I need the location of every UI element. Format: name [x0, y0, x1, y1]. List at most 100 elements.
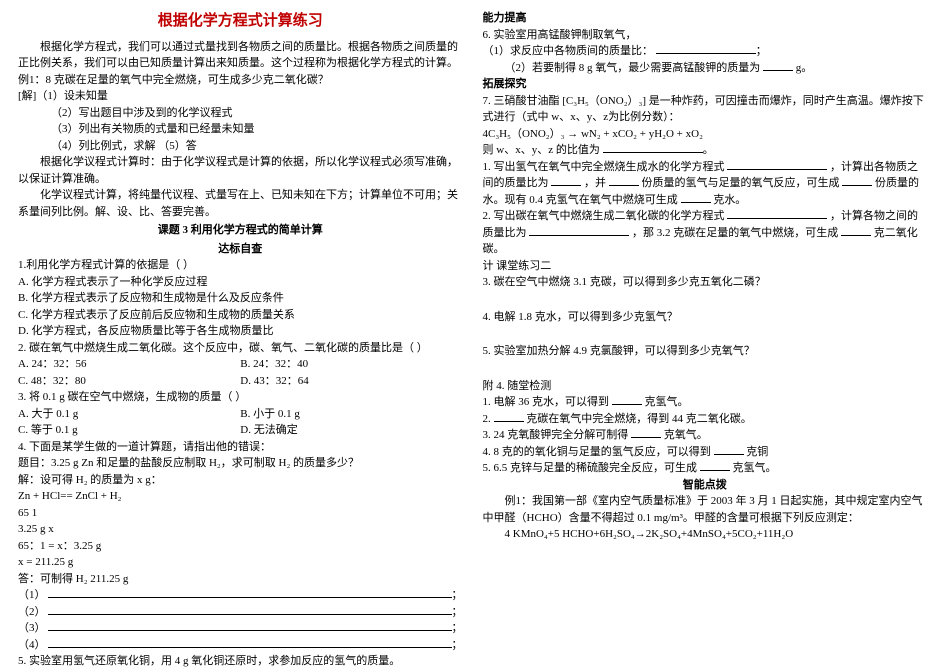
r-b2-blank2 — [529, 235, 629, 236]
r-block-2: 2. 写出碳在氧气中燃烧生成二氧化碳的化学方程式 ，计算各物之间的质量比为 ，那… — [483, 208, 928, 258]
att-3-pre: 3. 24 克氧酸钾完全分解可制得 — [483, 429, 629, 441]
q4-answer: 答：可制得 H₂ 211.25 g — [18, 571, 463, 588]
att-5: 5. 6.5 克锌与足量的稀硫酸完全反应，可生成 克氢气。 — [483, 460, 928, 477]
r-q6-b-pre: （2）若要制得 8 g 氧气，最少需要高锰酸钾的质量为 — [505, 62, 761, 74]
att-5-blank — [700, 470, 730, 471]
r-b2-blank1 — [727, 218, 827, 219]
q3-opts-row1: A. 大于 0.1 g B. 小于 0.1 g — [18, 406, 463, 423]
q2-opt-a: A. 24：32：56 — [18, 356, 240, 373]
r-b1-blank2 — [551, 185, 581, 186]
ability-heading: 能力提高 — [483, 10, 928, 27]
blank-3: （3）； — [18, 620, 463, 637]
blank-3-line — [48, 630, 452, 631]
r-b2-pre: 2. 写出碳在氧气中燃烧生成二氧化碳的化学方程式 — [483, 210, 725, 222]
example-1: 例1：8 克碳在足量的氧气中完全燃烧，可生成多少克二氧化碳？ — [18, 72, 463, 89]
main-title: 根据化学方程式计算练习 — [18, 10, 463, 33]
r-q6-a-blank — [656, 53, 756, 54]
blank-4: （4）； — [18, 637, 463, 654]
q2-opts-row1: A. 24：32：56 B. 24：32：40 — [18, 356, 463, 373]
r-b1-pre: 1. 写出氢气在氧气中完全燃烧生成水的化学方程式 — [483, 161, 725, 173]
att-1: 1. 电解 36 克水，可以得到 克氢气。 — [483, 394, 928, 411]
question-4: 4. 下面是某学生做的一道计算题，请指出他的错误： — [18, 439, 463, 456]
blank-1: （1）； — [18, 587, 463, 604]
q2-opt-b: B. 24：32：40 — [240, 356, 462, 373]
q3-opts-row2: C. 等于 0.1 g D. 无法确定 — [18, 422, 463, 439]
solve-step-3: （3）列出有关物质的式量和已经量未知量 — [18, 121, 463, 138]
example-b-equation: 4 KMnO₄+5 HCHO+6H₂SO₄→2K₂SO₄+4MnSO₄+5CO₂… — [483, 526, 928, 543]
att-4: 4. 8 克的的氧化铜与足量的氢气反应，可以得到 克铜 — [483, 444, 928, 461]
r-question-4: 4. 电解 1.8 克水，可以得到多少克氢气？ — [483, 309, 928, 326]
att-2-blank — [494, 421, 524, 422]
blank-2: （2）； — [18, 604, 463, 621]
att-5-suf: 克氢气。 — [733, 462, 777, 474]
intro-paragraph: 根据化学方程式，我们可以通过式量找到各物质之间的质量比。根据各物质之间质量的正比… — [18, 39, 463, 72]
blank-4-label: （4） — [18, 637, 46, 654]
att-1-suf: 克氢气。 — [645, 396, 689, 408]
r-q6-b-blank — [763, 70, 793, 71]
blank-1-label: （1） — [18, 587, 46, 604]
solve-step-1: [解]（1）设未知量 — [18, 88, 463, 105]
q4-numbers-1: 65 1 — [18, 505, 463, 522]
r-q7-ask-text: 则 w、x、y、z 的比值为 — [483, 144, 600, 156]
r-q6-b: （2）若要制得 8 g 氧气，最少需要高锰酸钾的质量为 g。 — [483, 60, 928, 77]
r-b1-end: 克水。 — [713, 194, 746, 206]
r-q7-blank — [603, 152, 703, 153]
lesson-title: 课题 3 利用化学方程式的简单计算 — [18, 222, 463, 239]
q4-x-value: x = 211.25 g — [18, 554, 463, 571]
exercise-2-heading: 计 课堂练习二 — [483, 258, 928, 275]
att-1-blank — [612, 404, 642, 405]
attachment-heading: 附 4. 随堂检测 — [483, 378, 928, 395]
att-2: 2. 克碳在氧气中完全燃烧，得到 44 克二氧化碳。 — [483, 411, 928, 428]
att-4-pre: 4. 8 克的的氧化铜与足量的氢气反应，可以得到 — [483, 446, 711, 458]
blank-3-label: （3） — [18, 620, 46, 637]
question-2: 2. 碳在氧气中燃烧生成二氧化碳。这个反应中，碳、氧气、二氧化碳的质量比是（ ） — [18, 340, 463, 357]
r-b1-blank5 — [681, 202, 711, 203]
r-b1-f2: 份质量的氢气与足量的氧气反应，可生成 — [642, 177, 840, 189]
att-4-blank — [714, 454, 744, 455]
r-q6-b-suf: g。 — [796, 62, 813, 74]
r-question-5: 5. 实验室加热分解 4.9 克氯酸钾，可以得到多少克氧气？ — [483, 343, 928, 360]
example-b: 例1：我国第一部《室内空气质量标准》于 2003 年 3 月 1 日起实施，其中… — [483, 493, 928, 526]
att-2-suf: 克碳在氧气中完全燃烧，得到 44 克二氧化碳。 — [526, 413, 752, 425]
right-column: 能力提高 6. 实验室用高锰酸钾制取氧气， （1）求反应中各物质间的质量比： ；… — [473, 10, 938, 637]
att-3-suf: 克氧气。 — [664, 429, 708, 441]
q1-opt-d: D. 化学方程式，各反应物质量比等于各生成物质量比 — [18, 323, 463, 340]
q2-opt-d: D. 43：32：64 — [240, 373, 462, 390]
left-column: 根据化学方程式计算练习 根据化学方程式，我们可以通过式量找到各物质之间的质量比。… — [8, 10, 473, 637]
att-4-suf: 克铜 — [746, 446, 768, 458]
expand-heading: 拓展探究 — [483, 76, 928, 93]
q4-equation: Zn + HCl== ZnCl + H₂ — [18, 488, 463, 505]
solve-step-4: （4）列比例式，求解 （5）答 — [18, 138, 463, 155]
q3-opt-b: B. 小于 0.1 g — [240, 406, 462, 423]
att-3: 3. 24 克氧酸钾完全分解可制得 克氧气。 — [483, 427, 928, 444]
r-b1-blank3 — [609, 185, 639, 186]
q2-opts-row2: C. 48：32：80 D. 43：32：64 — [18, 373, 463, 390]
r-q7-equation: 4C₃H₅（ONO₂）₃ → wN₂ + xCO₂ + yH₂O + xO₂ — [483, 126, 928, 143]
solve-step-2: （2）写出题目中涉及到的化学议程式 — [18, 105, 463, 122]
q4-solve: 解：设可得 H₂ 的质量为 x g： — [18, 472, 463, 489]
q3-opt-d: D. 无法确定 — [240, 422, 462, 439]
r-b2-fill: ，那 3.2 克碳在足量的氧气中燃烧，可生成 — [632, 227, 838, 239]
question-1: 1.利用化学方程式计算的依据是（ ） — [18, 257, 463, 274]
question-3: 3. 将 0.1 g 碳在空气中燃烧，生成物的质量（ ） — [18, 389, 463, 406]
r-question-7: 7. 三硝酸甘油酯 [C₃H₅（ONO₂）₃] 是一种炸药，可因撞击而爆炸，同时… — [483, 93, 928, 126]
r-block-1: 1. 写出氢气在氧气中完全燃烧生成水的化学方程式 ，计算出各物质之间的质量比为 … — [483, 159, 928, 209]
blank-2-label: （2） — [18, 604, 46, 621]
q3-opt-c: C. 等于 0.1 g — [18, 422, 240, 439]
note-2: 化学议程式计算，将纯量代议程、式量写在上、已知未知在下方；计算单位不可用；关系量… — [18, 187, 463, 220]
q4-text: 题目：3.25 g Zn 和足量的盐酸反应制取 H₂，求可制取 H₂ 的质量多少… — [18, 455, 463, 472]
question-5: 5. 实验室用氢气还原氧化铜，用 4 g 氧化铜还原时，求参加反应的氢气的质量。 — [18, 653, 463, 670]
q1-opt-b: B. 化学方程式表示了反应物和生成物是什么及反应条件 — [18, 290, 463, 307]
q2-opt-c: C. 48：32：80 — [18, 373, 240, 390]
r-q7-ask: 则 w、x、y、z 的比值为 。 — [483, 142, 928, 159]
att-2-pre: 2. — [483, 413, 491, 425]
att-5-pre: 5. 6.5 克锌与足量的稀硫酸完全反应，可生成 — [483, 462, 698, 474]
q1-opt-a: A. 化学方程式表示了一种化学反应过程 — [18, 274, 463, 291]
q1-opt-c: C. 化学方程式表示了反应前后反应物和生成物的质量关系 — [18, 307, 463, 324]
blank-1-line — [48, 597, 452, 598]
q4-proportion: 65：1 = x：3.25 g — [18, 538, 463, 555]
lesson-subtitle: 达标自查 — [18, 241, 463, 258]
r-b2-blank3 — [841, 235, 871, 236]
blank-2-line — [48, 614, 452, 615]
r-b1-blank4 — [842, 185, 872, 186]
